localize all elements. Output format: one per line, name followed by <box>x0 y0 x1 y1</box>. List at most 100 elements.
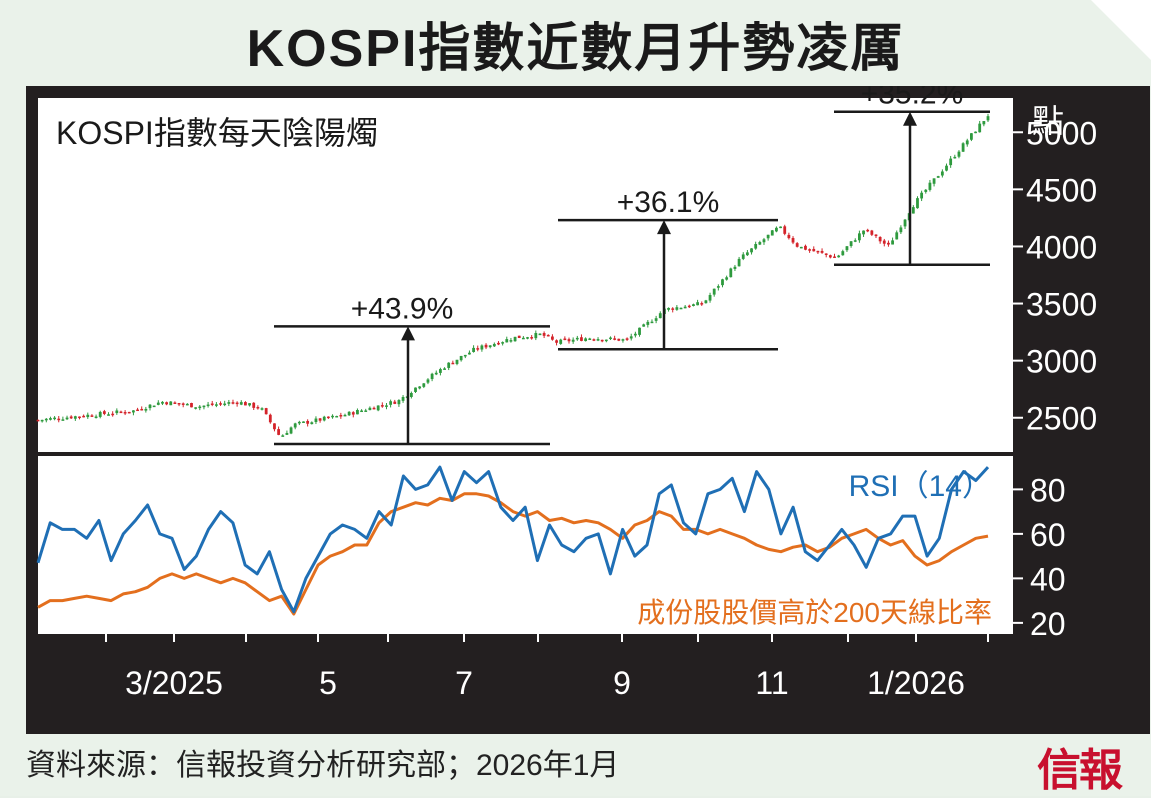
candle-body <box>841 251 845 256</box>
candle-body <box>214 404 218 406</box>
candle-body <box>98 411 102 417</box>
candle-body <box>546 334 550 337</box>
candle-body <box>899 227 903 233</box>
candle-body <box>824 253 828 255</box>
ratio-legend-label: 成份股股價高於200天線比率 <box>637 597 992 628</box>
candle-body <box>580 337 583 341</box>
candle-body <box>592 339 596 341</box>
x-tick-label: 9 <box>613 665 631 701</box>
rally-percent-label: +35.2% <box>861 86 964 111</box>
candle-body <box>397 400 401 405</box>
candle-body <box>924 189 928 192</box>
candle-body <box>808 249 812 251</box>
candle-body <box>687 305 691 308</box>
candle-body <box>911 207 915 214</box>
rally-arrow-head <box>401 326 415 341</box>
candle-body <box>123 412 127 414</box>
candle-body <box>455 359 459 364</box>
candle-body <box>521 337 525 340</box>
candle-body <box>326 416 330 419</box>
candle-body <box>737 258 741 267</box>
candle-body <box>965 140 969 145</box>
candle-body <box>932 178 936 184</box>
candle-body <box>741 254 745 259</box>
candle-body <box>111 413 115 416</box>
price-tick-label: 4500 <box>1026 172 1097 208</box>
candle-body <box>426 379 430 383</box>
candle-body <box>642 324 646 327</box>
candle-body <box>140 408 144 411</box>
candle-body <box>418 386 422 389</box>
candle-body <box>866 229 870 232</box>
candle-body <box>497 342 500 345</box>
candle-body <box>870 230 874 235</box>
candle-body <box>974 131 977 134</box>
candle-body <box>725 277 729 280</box>
candle-body <box>509 340 513 342</box>
candle-body <box>78 416 81 419</box>
indicator-tick-label: 40 <box>1030 561 1066 597</box>
candle-body <box>903 219 907 227</box>
candle-body <box>152 405 156 408</box>
candle-body <box>335 415 339 418</box>
candle-body <box>173 402 177 404</box>
candle-body <box>567 339 571 342</box>
candle-body <box>206 404 210 407</box>
candle-body <box>293 423 297 428</box>
candle-body <box>920 192 924 199</box>
candle-body <box>90 415 94 417</box>
candle-body <box>613 338 617 340</box>
candle-body <box>156 402 160 405</box>
candle-body <box>401 396 405 401</box>
candle-body <box>476 348 480 350</box>
candle-body <box>347 411 351 416</box>
candle-body <box>181 403 185 405</box>
candle-body <box>762 239 766 243</box>
candle-body <box>223 403 227 406</box>
candle-body <box>343 414 347 417</box>
candle-body <box>331 415 334 418</box>
candle-body <box>443 368 446 370</box>
candle-body <box>696 302 700 306</box>
candle-body <box>264 408 268 415</box>
rally-arrow-head <box>903 111 917 126</box>
price-chart-title: KOSPI指數每天陰陽燭 <box>56 115 378 151</box>
candle-body <box>604 339 608 342</box>
candle-body <box>49 418 52 420</box>
kospi-chart: KOSPI指數每天陰陽燭 點 RSI（14） 成份股股價高於200天線比率 25… <box>36 86 1097 701</box>
candle-body <box>57 418 61 421</box>
indicator-tick-label: 80 <box>1030 472 1066 508</box>
candle-body <box>94 416 98 419</box>
candle-body <box>169 401 173 406</box>
candle-body <box>119 411 123 414</box>
candle-body <box>65 417 69 420</box>
candle-body <box>434 372 438 375</box>
candle-body <box>322 416 326 421</box>
candle-body <box>754 244 758 249</box>
candle-body <box>584 338 587 342</box>
candle-body <box>953 156 957 159</box>
candle-body <box>148 404 152 409</box>
candle-body <box>517 335 521 338</box>
candle-body <box>700 303 704 305</box>
candle-body <box>227 402 231 404</box>
candle-body <box>306 420 310 424</box>
candle-body <box>360 410 363 413</box>
candle-body <box>733 266 737 269</box>
candle-body <box>61 419 65 421</box>
candle-body <box>385 405 388 407</box>
candle-body <box>488 345 492 348</box>
candle-body <box>683 306 687 309</box>
candle-body <box>600 339 604 342</box>
candle-body <box>165 402 169 405</box>
candle-body <box>302 421 305 423</box>
candle-body <box>439 369 442 373</box>
candle-body <box>185 403 189 406</box>
price-tick-label: 4000 <box>1026 229 1097 265</box>
candle-body <box>107 414 110 416</box>
candle-body <box>766 234 770 239</box>
candle-body <box>837 255 841 258</box>
candle-body <box>940 171 944 176</box>
candle-body <box>530 337 534 339</box>
